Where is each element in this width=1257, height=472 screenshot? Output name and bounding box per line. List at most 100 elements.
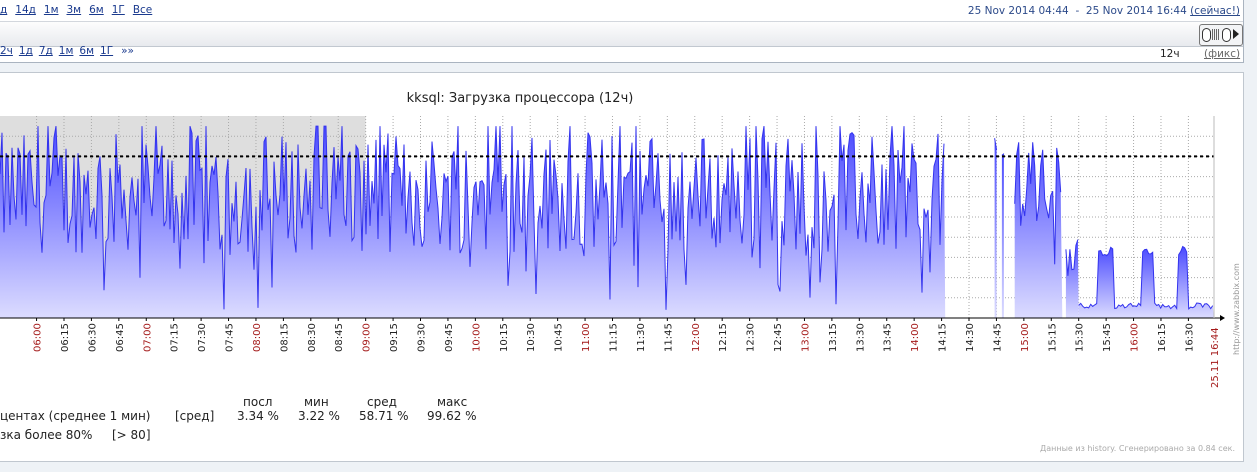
- legend-value-max: 99.62 %: [427, 409, 477, 423]
- x-tick-label: 14:45: [992, 323, 1003, 352]
- grip-icon: [1212, 29, 1220, 40]
- fixed-toggle[interactable]: (фикс): [1204, 48, 1241, 60]
- x-tick-label: 15:30: [1075, 323, 1086, 352]
- x-tick-label: 16:15: [1157, 323, 1168, 352]
- right-resize-handle[interactable]: [1222, 28, 1231, 42]
- x-tick-label: 06:30: [87, 323, 98, 352]
- zoom-link-3m[interactable]: 3м: [66, 4, 82, 16]
- x-tick-label: 08:15: [279, 323, 290, 352]
- x-tick-label: 16:00: [1130, 323, 1141, 352]
- x-tick-label: 08:30: [307, 323, 318, 352]
- period-value: 12ч: [1160, 48, 1180, 60]
- legend-value-avg: 58.71 %: [359, 409, 409, 423]
- period-link-1d[interactable]: 1д: [18, 45, 33, 57]
- period-link-1m[interactable]: 1м: [58, 45, 74, 57]
- graph-title: kksql: Загрузка процессора (12ч): [406, 91, 634, 106]
- series-area: [994, 138, 997, 318]
- graph-container: kksql: Загрузка процессора (12ч) 06:00 06…: [0, 72, 1244, 462]
- zoom-links: д 14д 1м 3м 6м 1Г Все: [0, 4, 160, 20]
- x-tick-label: 09:30: [417, 323, 428, 352]
- x-tick-label: 14:30: [965, 323, 976, 352]
- period-link-1y[interactable]: 1Г: [100, 45, 114, 57]
- zoom-link-d[interactable]: д: [0, 4, 8, 16]
- period-links: 2ч 1д 7д 1м 6м 1Г »» 12ч (фикс): [0, 45, 1243, 61]
- x-tick-label: 16:30: [1184, 323, 1195, 352]
- arrow-right-icon[interactable]: [1233, 29, 1239, 39]
- series-line: [1078, 245, 1214, 311]
- cpu-load-chart: 06:00 06:15 06:30 06:45 07:00 07:15 07:30 07:45…: [0, 116, 1225, 388]
- x-axis-arrow: [1220, 315, 1225, 321]
- x-tick-label: 13:15: [828, 323, 839, 352]
- series-area: [0, 126, 946, 318]
- series-line: [1014, 142, 1062, 265]
- x-tick-label: 06:00: [33, 323, 44, 352]
- x-tick-label: 15:15: [1047, 323, 1058, 352]
- x-tick-label: 08:45: [334, 323, 345, 352]
- x-tick-label: 06:15: [60, 323, 71, 352]
- time-range: 25 Nov 2014 04:44 - 25 Nov 2014 16:44 (с…: [968, 5, 1240, 17]
- series-line: [1001, 153, 1005, 156]
- series-area: [1065, 239, 1079, 318]
- series-area: [1014, 142, 1063, 318]
- legend-trigger-name: зка более 80%: [0, 428, 93, 442]
- x-tick-label: 12:00: [691, 323, 702, 352]
- series-area: [1001, 153, 1004, 318]
- x-tick-label: 07:45: [225, 323, 236, 352]
- legend-value-last: 3.34 %: [237, 409, 279, 423]
- x-tick-label: 07:15: [170, 323, 181, 352]
- series-area: [1078, 246, 1214, 318]
- scrollbar-thumb[interactable]: [1199, 24, 1243, 46]
- x-tick-label: 12:45: [773, 323, 784, 352]
- legend-item-name: центах (среднее 1 мин): [0, 409, 151, 423]
- range-to: 25 Nov 2014 16:44: [1085, 5, 1187, 17]
- range-now-link[interactable]: (сейчас!): [1190, 5, 1240, 17]
- legend-header-max: макс: [437, 395, 468, 409]
- period-more-link[interactable]: »»: [121, 45, 134, 57]
- x-tick-label: 09:00: [362, 323, 373, 352]
- x-tick-label: 10:30: [526, 323, 537, 352]
- graph-footer: Данные из history. Сгенерировано за 0.84…: [1040, 444, 1235, 453]
- x-tick-label: 13:30: [855, 323, 866, 352]
- period-link-7d[interactable]: 7д: [38, 45, 53, 57]
- period-link-2h[interactable]: 2ч: [0, 45, 13, 57]
- timeline-panel: д 14д 1м 3м 6м 1Г Все 25 Nov 2014 04:44 - 25 N…: [0, 0, 1244, 63]
- series-line: [1065, 239, 1079, 276]
- x-tick-label: 06:45: [115, 323, 126, 352]
- x-tick-label: 14:15: [938, 323, 949, 352]
- legend-header-last: посл: [243, 395, 273, 409]
- x-tick-label: 10:15: [499, 323, 510, 352]
- period-link-6m[interactable]: 6м: [79, 45, 95, 57]
- zoom-link-1m[interactable]: 1м: [43, 4, 59, 16]
- zoom-link-all[interactable]: Все: [132, 4, 153, 16]
- graph-watermark: http://www.zabbix.com: [1232, 263, 1241, 355]
- x-tick-label: 11:45: [663, 323, 674, 352]
- x-tick-label: 11:30: [636, 323, 647, 352]
- x-tick-label: 12:15: [718, 323, 729, 352]
- x-tick-label: 10:00: [471, 323, 482, 352]
- x-tick-label: 07:00: [142, 323, 153, 352]
- time-scrollbar[interactable]: [0, 21, 1243, 47]
- x-tick-label: 07:30: [197, 323, 208, 352]
- x-tick-label: 13:00: [800, 323, 811, 352]
- x-tick-label: 09:45: [444, 323, 455, 352]
- range-separator: -: [1075, 5, 1080, 17]
- legend-header-avg: сред: [367, 395, 397, 409]
- zoom-link-1y[interactable]: 1Г: [111, 4, 125, 16]
- zoom-link-14d[interactable]: 14д: [15, 4, 36, 16]
- series-line: [994, 138, 998, 150]
- x-tick-label: 12:30: [746, 323, 757, 352]
- legend-value-min: 3.22 %: [298, 409, 340, 423]
- x-tick-label: 11:00: [581, 323, 592, 352]
- x-tick-label: 13:45: [883, 323, 894, 352]
- left-resize-handle[interactable]: [1202, 28, 1211, 42]
- x-tick-label: 08:00: [252, 323, 263, 352]
- x-end-label: 25.11 16:44: [1210, 327, 1221, 388]
- x-tick-label: 15:45: [1102, 323, 1113, 352]
- legend-trigger-cond: [> 80]: [112, 428, 151, 442]
- x-tick-label: 11:15: [608, 323, 619, 352]
- x-tick-label: 09:15: [389, 323, 400, 352]
- x-tick-label: 15:00: [1020, 323, 1031, 352]
- zoom-link-6m[interactable]: 6м: [89, 4, 104, 16]
- x-tick-label: 10:45: [554, 323, 565, 352]
- legend-item-func: [сред]: [175, 409, 215, 423]
